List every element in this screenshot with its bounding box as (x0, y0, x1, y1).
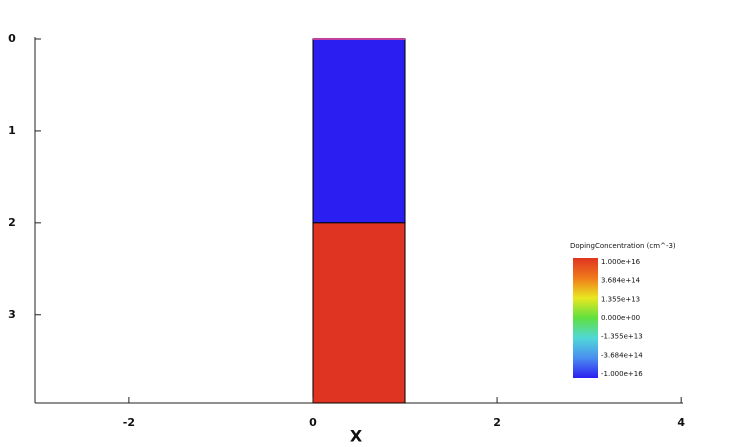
colorbar-label: 0.000e+00 (601, 314, 640, 322)
colorbar-label: -1.355e+13 (601, 333, 643, 341)
y-tick-label: 0 (8, 32, 16, 45)
x-tick-label: 0 (309, 416, 317, 429)
colorbar-label: 1.355e+13 (601, 295, 640, 303)
x-tick-label: -2 (123, 416, 135, 429)
colorbar-label: -3.684e+14 (601, 351, 643, 359)
contact (312, 38, 406, 40)
colorbar-label: 3.684e+14 (601, 277, 641, 285)
region (312, 38, 406, 224)
x-axis-label: X (350, 427, 363, 446)
region (312, 222, 406, 404)
colorbar-title: DopingConcentration (cm^-3) (570, 242, 676, 250)
y-tick-label: 2 (8, 216, 16, 229)
colorbar-label: 1.000e+16 (601, 258, 641, 266)
colorbar-label: -1.000e+16 (601, 370, 643, 378)
y-tick-label: 3 (8, 308, 16, 321)
x-tick-label: 2 (493, 416, 501, 429)
colorbar (573, 258, 598, 378)
y-tick-label: 1 (8, 124, 16, 137)
x-tick-label: 4 (677, 416, 685, 429)
